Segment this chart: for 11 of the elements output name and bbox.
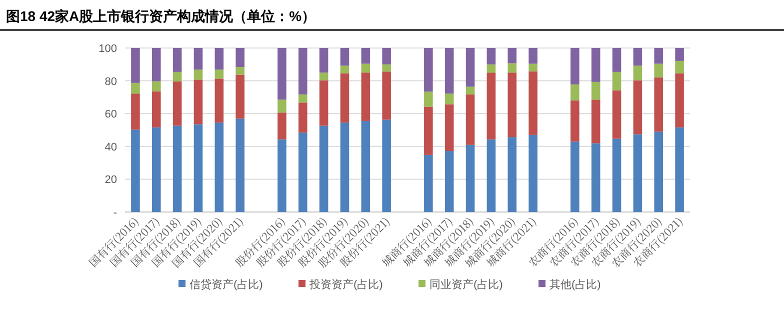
legend-label: 同业资产(占比) xyxy=(430,278,503,291)
legend-label: 其他(占比) xyxy=(550,278,601,291)
y-tick-label: 60 xyxy=(104,108,117,121)
y-tick-label: 100 xyxy=(98,43,117,55)
y-tick-label: 20 xyxy=(104,174,117,186)
legend-label: 投资资产(占比) xyxy=(308,278,383,291)
y-tick-label: 80 xyxy=(104,76,117,88)
legend-label: 信贷资产(占比) xyxy=(190,278,263,291)
y-tick-label: - xyxy=(113,207,118,219)
y-tick-label: 40 xyxy=(104,141,117,154)
title: 图18 42家A股上市银行资产构成情况（单位：%） xyxy=(6,8,316,24)
